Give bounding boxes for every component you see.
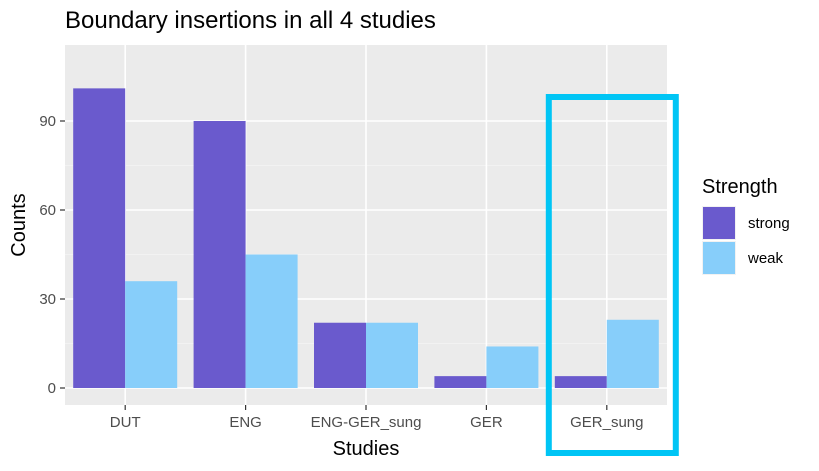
bar-weak-ger (486, 346, 539, 388)
y-tick-label: 30 (39, 291, 56, 308)
legend-swatch-weak (703, 242, 735, 274)
y-tick-label: 60 (39, 202, 56, 219)
bar-strong-ger (434, 376, 487, 388)
legend-label-weak: weak (747, 250, 784, 267)
x-tick-label: DUT (110, 414, 141, 431)
y-tick-label: 0 (48, 380, 56, 397)
chart-title: Boundary insertions in all 4 studies (65, 7, 436, 34)
x-tick-label: GER_sung (570, 414, 643, 431)
legend-label-strong: strong (748, 215, 790, 232)
bar-weak-dut (125, 281, 178, 388)
x-tick-label: ENG-GER_sung (311, 414, 422, 431)
y-axis: 0 30 60 90 (39, 113, 65, 397)
x-tick-label: GER (470, 414, 503, 431)
bar-strong-eng (193, 121, 246, 388)
plot-panel (65, 45, 667, 405)
x-axis: DUT ENG ENG-GER_sung GER GER_sung (110, 405, 643, 431)
bar-strong-eng-ger_sung (314, 322, 366, 388)
x-tick-label: ENG (229, 414, 262, 431)
x-axis-title: Studies (333, 438, 400, 460)
y-axis-title: Counts (8, 193, 30, 256)
legend-title: Strength (702, 176, 778, 198)
bar-strong-ger_sung (554, 376, 607, 388)
legend: Strength strong weak (702, 176, 790, 275)
bar-strong-dut (73, 88, 126, 388)
legend-swatch-strong (703, 207, 735, 239)
y-tick-label: 90 (39, 113, 56, 130)
bars (73, 88, 659, 388)
bar-weak-eng-ger_sung (366, 322, 418, 388)
bar-weak-eng (245, 254, 298, 388)
highlight-box (545, 94, 679, 456)
bar-weak-ger_sung (606, 319, 659, 388)
